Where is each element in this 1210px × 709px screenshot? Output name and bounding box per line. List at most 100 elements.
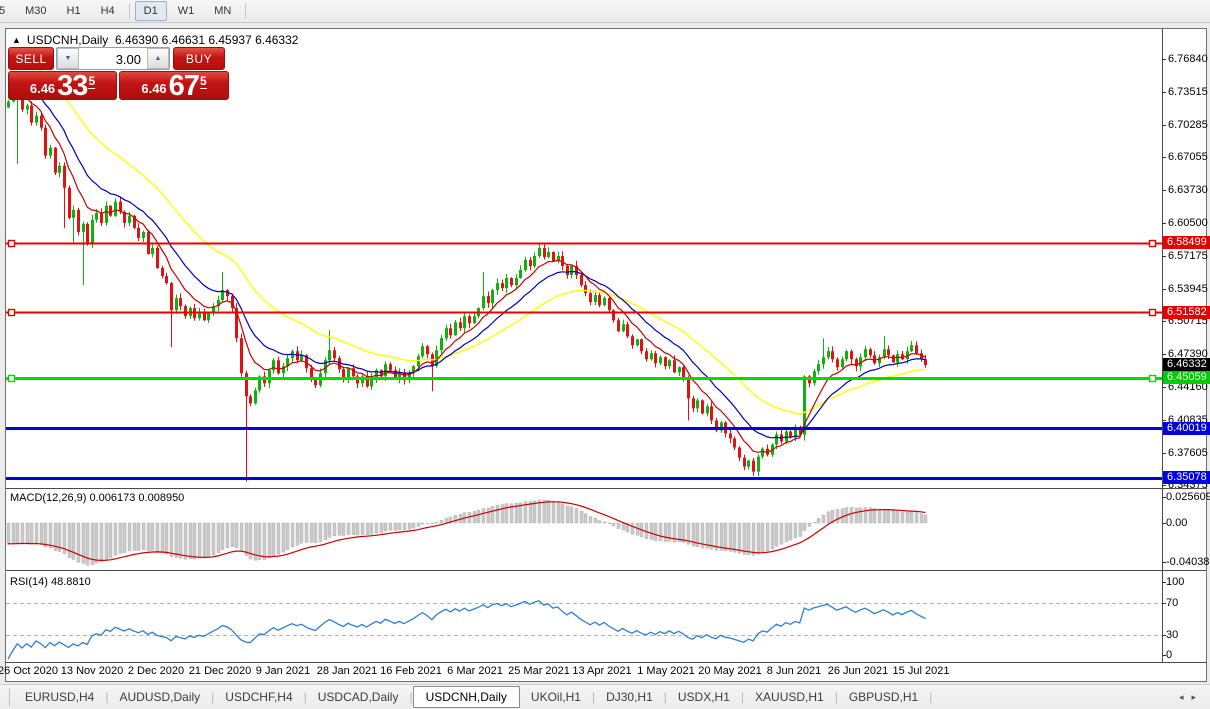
- sell-price-display[interactable]: 6.46 33 5: [8, 70, 117, 102]
- tab-separator: |: [740, 690, 745, 704]
- tab-gbpusd-h1[interactable]: GBPUSD,H1: [848, 690, 919, 704]
- buy-price-pips: 67: [168, 70, 200, 102]
- tab-audusd-daily[interactable]: AUDUSD,Daily: [119, 690, 201, 704]
- price-tick-label: 6.57175: [1168, 250, 1208, 263]
- timeframe-button-h1[interactable]: H1: [66, 5, 81, 17]
- volume-decrease-icon[interactable]: ▼: [57, 48, 79, 69]
- price-line-badge: 6.45059: [1163, 371, 1210, 385]
- price-tick-label: 6.37605: [1168, 446, 1208, 459]
- buy-price-display[interactable]: 6.46 67 5: [119, 70, 229, 102]
- ma-fast: [7, 89, 926, 453]
- tab-usdcad-daily[interactable]: USDCAD,Daily: [317, 690, 399, 704]
- tab-separator: |: [409, 690, 413, 704]
- rsi-value: 48.8810: [50, 576, 91, 588]
- price-line-badge: 6.58499: [1163, 236, 1210, 250]
- tabbar-grip: [0, 688, 10, 706]
- timeframe-button-d1[interactable]: D1: [134, 1, 167, 21]
- date-label: 13 Apr 2021: [572, 665, 632, 677]
- sell-price-point: 5: [88, 74, 96, 89]
- sell-button[interactable]: SELL: [8, 47, 54, 70]
- volume-stepper: ▼ 3.00 ▲: [56, 47, 170, 70]
- date-label: 26 Jun 2021: [827, 665, 889, 677]
- rsi-axis-label: 30: [1166, 629, 1179, 641]
- tab-separator: |: [105, 690, 109, 704]
- date-label: 8 Jun 2021: [766, 665, 822, 677]
- price-tick-label: 6.63730: [1168, 184, 1208, 197]
- level-handle: [1148, 374, 1157, 383]
- tab-separator: |: [834, 690, 838, 704]
- date-label: 20 May 2021: [698, 665, 762, 677]
- ma-medium: [7, 75, 926, 439]
- macd-values: 0.006173 0.008950: [89, 492, 185, 504]
- price-line-badge: 6.51582: [1163, 305, 1210, 319]
- sell-price-pips: 33: [57, 70, 88, 102]
- price-tick-label: 6.70285: [1168, 118, 1208, 131]
- tab-usdcnh-daily[interactable]: USDCNH,Daily: [412, 686, 520, 708]
- date-label: 16 Feb 2021: [380, 665, 442, 677]
- timeframe-button-mn[interactable]: MN: [214, 5, 232, 17]
- date-label: 13 Nov 2020: [60, 665, 124, 677]
- toolbar-separator: [128, 3, 130, 19]
- tab-ukoil-h1[interactable]: UKOil,H1: [530, 690, 581, 704]
- rsi-line: [7, 599, 926, 660]
- macd-signal-line: [7, 501, 926, 562]
- chart-ohlc-values: 6.46390 6.46631 6.45937 6.46332: [114, 33, 299, 47]
- rsi-axis-label: 100: [1166, 576, 1185, 588]
- symbol-tabbar: EURUSD,H4 | AUDUSD,Daily | USDCHF,H4 | USDCAD,…: [0, 684, 1210, 709]
- price-tick-label: 6.53945: [1168, 282, 1208, 295]
- volume-increase-icon[interactable]: ▲: [147, 48, 169, 69]
- tab-separator: |: [663, 690, 667, 704]
- macd-axis-label: 0.00: [1166, 517, 1188, 529]
- tab-separator: |: [591, 690, 596, 704]
- tab-dj30-h1[interactable]: DJ30,H1: [606, 690, 653, 704]
- price-tick-label: 6.67055: [1168, 151, 1208, 164]
- ma-slow: [7, 49, 926, 416]
- timeframe-toolbar: 5 M30 H1 H4 D1 W1 MN: [0, 0, 1210, 23]
- timeframe-button-h4[interactable]: H4: [100, 5, 115, 17]
- timeframe-button-w1[interactable]: W1: [177, 5, 195, 17]
- rsi-axis-label: 70: [1166, 597, 1179, 609]
- collapse-panel-icon[interactable]: ▲: [12, 35, 21, 45]
- price-tick-label: 6.73515: [1168, 86, 1208, 99]
- date-label: 26 Oct 2020: [0, 665, 58, 677]
- tab-scroll-arrows[interactable]: ◂▸: [1178, 692, 1204, 702]
- date-label: 25 Mar 2021: [508, 665, 570, 677]
- price-line-badge: 6.40019: [1163, 421, 1210, 435]
- price-line-badge: 6.35078: [1163, 471, 1210, 485]
- macd-axis-label: 0.025609: [1166, 491, 1210, 503]
- level-handle: [7, 308, 16, 317]
- rsi-axis-label: 0: [1166, 649, 1173, 661]
- macd-axis-label: -0.040386: [1166, 556, 1210, 568]
- level-handle: [7, 239, 16, 248]
- date-label: 2 Dec 2020: [127, 665, 185, 677]
- toolbar-separator: [245, 3, 247, 19]
- chart-title: ▲ USDCNH,Daily 6.46390 6.46631 6.45937 6.…: [12, 33, 298, 47]
- buy-price-prefix: 6.46: [141, 81, 167, 96]
- level-handle: [1148, 239, 1157, 248]
- buy-button[interactable]: BUY: [173, 47, 225, 70]
- tab-separator: |: [929, 690, 933, 704]
- price-line-badge: 6.46332: [1163, 358, 1210, 372]
- timeframe-button-5[interactable]: 5: [0, 1, 14, 21]
- chart-symbol-label: USDCNH,Daily: [26, 33, 109, 47]
- price-tick-label: 6.47390: [1168, 348, 1208, 361]
- date-label: 21 Dec 2020: [188, 665, 252, 677]
- tab-eurusd-h4[interactable]: EURUSD,H4: [25, 690, 95, 704]
- macd-indicator-label: MACD(12,26,9) 0.006173 0.008950: [10, 492, 185, 504]
- tab-usdchf-h4[interactable]: USDCHF,H4: [225, 690, 293, 704]
- volume-input[interactable]: 3.00: [79, 48, 147, 69]
- tab-usdx-h1[interactable]: USDX,H1: [677, 690, 730, 704]
- date-label: 15 Jul 2021: [892, 665, 950, 677]
- level-handle: [7, 374, 16, 383]
- rsi-indicator-label: RSI(14) 48.8810: [10, 576, 91, 588]
- price-tick-label: 6.76840: [1168, 53, 1208, 65]
- one-click-trading-panel: SELL ▼ 3.00 ▲ BUY 6.46 33 5 6.46 67 5: [8, 47, 230, 102]
- tab-separator: |: [303, 690, 307, 704]
- timeframe-button-m30[interactable]: M30: [25, 5, 47, 17]
- date-label: 1 May 2021: [637, 665, 695, 677]
- price-tick-label: 6.60500: [1168, 216, 1208, 229]
- date-label: 9 Jan 2021: [255, 665, 311, 677]
- tab-xauusd-h1[interactable]: XAUUSD,H1: [755, 690, 824, 704]
